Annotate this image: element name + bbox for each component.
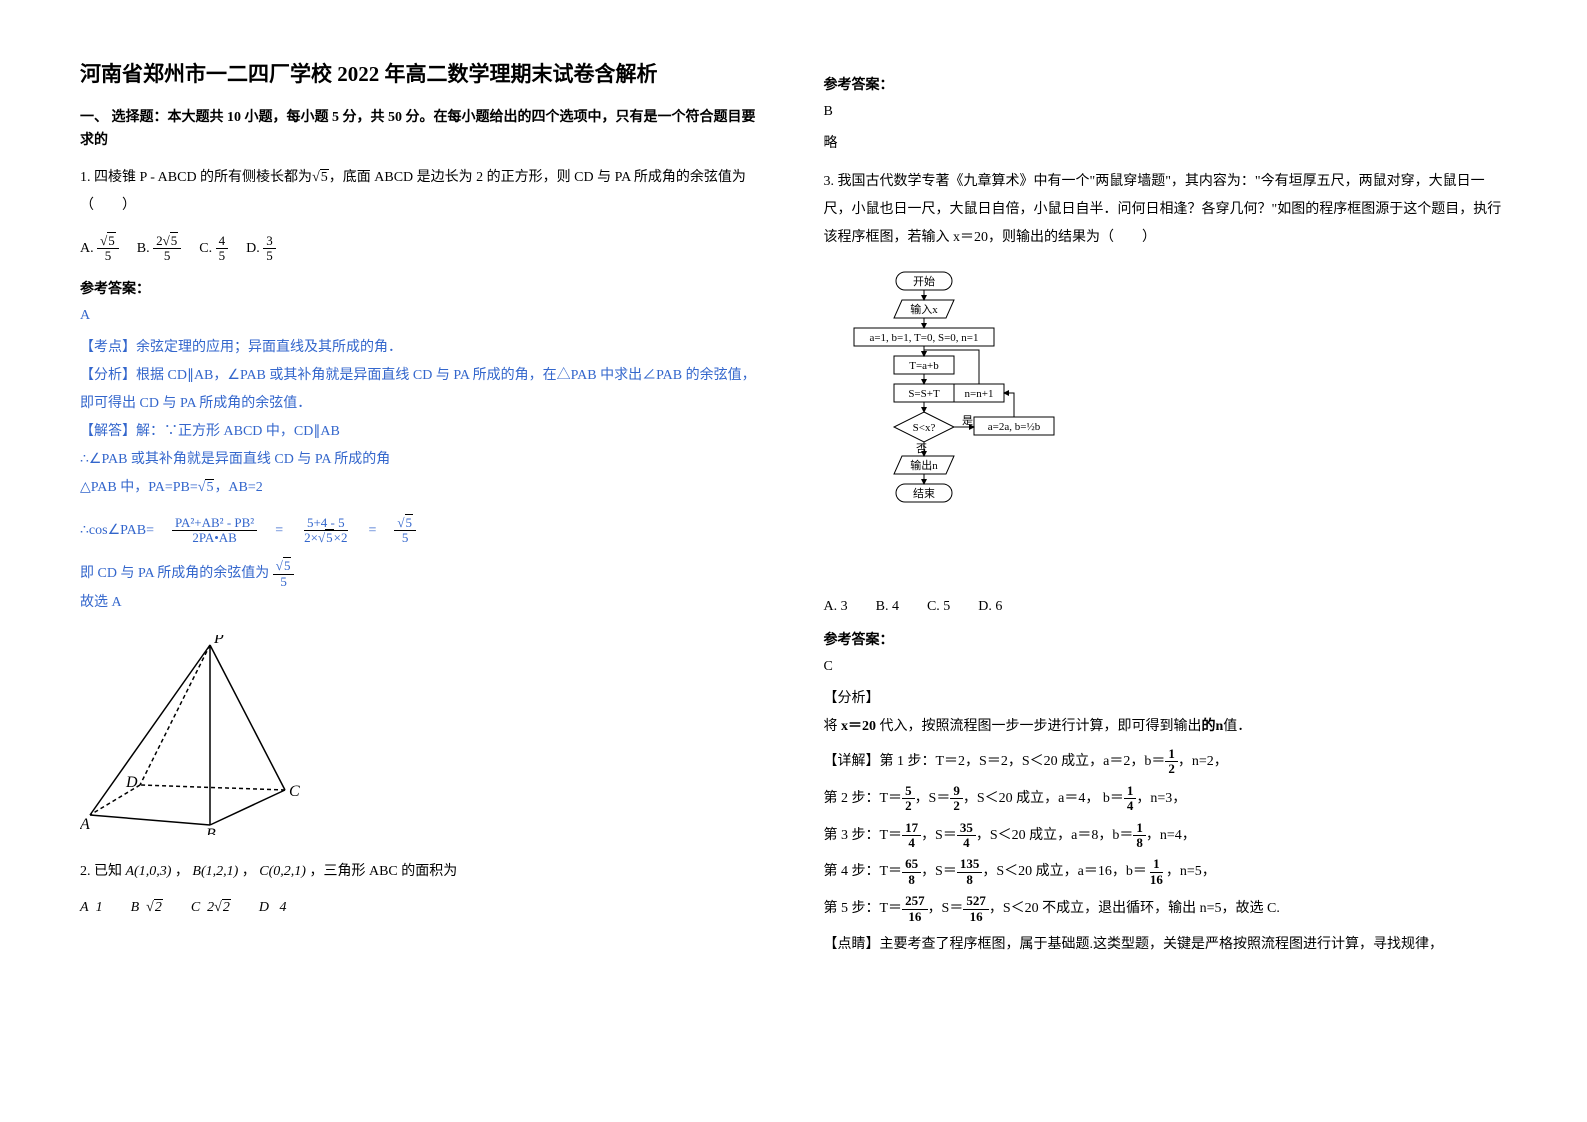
- q1-answer-label: 参考答案：: [80, 278, 764, 298]
- svg-text:输出n: 输出n: [910, 458, 938, 472]
- step-line: 第 2 步：T＝52，S＝92，S＜20 成立，a＝4， b＝14，n=3，: [824, 784, 1508, 815]
- guxuan: 故选 A: [80, 589, 764, 617]
- svg-text:n=n+1: n=n+1: [964, 388, 993, 400]
- svg-text:输入x: 输入x: [910, 302, 938, 316]
- page: 河南省郑州市一二四厂学校 2022 年高二数学理期末试卷含解析 一、 选择题：本…: [80, 60, 1507, 959]
- flowchart-figure: 开始输入x a=1, b=1, T=0, S=0, n=1 T=a+b S=S+T n=…: [824, 266, 1508, 581]
- svg-text:a=2a, b=½b: a=2a, b=½b: [987, 421, 1040, 433]
- q3-text: 3. 我国古代数学专著《九章算术》中有一个"两鼠穿墙题"，其内容为："今有垣厚五…: [824, 168, 1508, 252]
- flowchart-icon: 开始输入x a=1, b=1, T=0, S=0, n=1 T=a+b S=S+T n=…: [824, 266, 1084, 576]
- svg-text:A: A: [80, 816, 90, 833]
- svg-text:是: 是: [962, 414, 973, 427]
- step-line: 【详解】第 1 步：T＝2，S＝2，S＜20 成立，a＝2，b＝12，n=2，: [824, 747, 1508, 778]
- q2-text: 2. 已知 A(1,0,3) ， B(1,2,1) ， C(0,2,1) ，三角…: [80, 858, 764, 886]
- q1-text: 1. 四棱锥 P - ABCD 的所有侧棱长都为5，底面 ABCD 是边长为 2…: [80, 164, 764, 220]
- jieda-line3-post: ，AB=2: [214, 480, 262, 495]
- svg-text:T=a+b: T=a+b: [909, 360, 939, 372]
- q2-lue: 略: [824, 130, 1508, 158]
- opt-c: C. 4 5: [199, 234, 228, 264]
- svg-text:D: D: [125, 774, 138, 791]
- q2-answer-label: 参考答案：: [824, 74, 1508, 94]
- svg-text:C: C: [289, 783, 300, 800]
- steps-container: 【详解】第 1 步：T＝2，S＝2，S＜20 成立，a＝2，b＝12，n=2， 第…: [824, 747, 1508, 925]
- svg-text:S<x?: S<x?: [912, 422, 935, 434]
- q2-answer: B: [824, 104, 1508, 120]
- kaodian-text: 余弦定理的应用；异面直线及其所成的角．: [136, 340, 402, 355]
- svg-text:a=1, b=1, T=0, S=0, n=1: a=1, b=1, T=0, S=0, n=1: [869, 332, 978, 344]
- dianjing: 【点睛】主要考查了程序框图，属于基础题.这类型题，关键是严格按照流程图进行计算，…: [824, 931, 1508, 959]
- q3-analysis: 【分析】 将 x＝20 代入，按照流程图一步一步进行计算，即可得到输出的n值． …: [824, 685, 1508, 959]
- svg-text:S=S+T: S=S+T: [908, 388, 940, 400]
- q1-analysis: 【考点】余弦定理的应用；异面直线及其所成的角． 【分析】根据 CD∥AB，∠PA…: [80, 334, 764, 617]
- cos-formula: ∴cos∠PAB= PA²+AB² - PB² 2PA•AB = 5+4 - 5…: [80, 516, 764, 546]
- opt-a: A. 5 5: [80, 234, 119, 264]
- step-line: 第 3 步：T＝174，S＝354，S＜20 成立，a＝8，b＝18，n=4，: [824, 821, 1508, 852]
- q3-answer-label: 参考答案：: [824, 629, 1508, 649]
- opt-b: B. 25 5: [137, 234, 181, 264]
- pyramid-icon: P A B C D: [80, 635, 300, 835]
- q3-options: A. 3 B. 4 C. 5 D. 6: [824, 595, 1508, 615]
- q3-fenxi-label: 【分析】: [824, 685, 1508, 713]
- svg-text:结束: 结束: [913, 487, 935, 500]
- kaodian-label: 【考点】: [80, 340, 136, 355]
- svg-text:否: 否: [916, 443, 927, 455]
- step-line: 第 4 步：T＝658，S＝1358，S＜20 成立，a＝16，b＝116，n=…: [824, 857, 1508, 888]
- opt-d: D. 3 5: [246, 234, 276, 264]
- q3-fenxi-text: 将 x＝20 代入，按照流程图一步一步进行计算，即可得到输出的n值．: [824, 713, 1508, 741]
- q1-answer: A: [80, 308, 764, 324]
- jieda-label: 【解答】: [80, 424, 136, 439]
- jieda-line2: ∴∠PAB 或其补角就是异面直线 CD 与 PA 所成的角: [80, 446, 764, 474]
- pyramid-figure: P A B C D: [80, 635, 764, 840]
- q2-options: A 1 B 2 C 22 D 4: [80, 900, 764, 916]
- document-title: 河南省郑州市一二四厂学校 2022 年高二数学理期末试卷含解析: [80, 60, 764, 89]
- jieda-line1: 解：∵正方形 ABCD 中，CD∥AB: [136, 424, 340, 439]
- sqrt-icon: 5: [312, 164, 329, 192]
- jieda-line3-pre: △PAB 中，PA=PB=: [80, 480, 198, 495]
- step-line: 第 5 步：T＝25716，S＝52716，S＜20 不成立，退出循环，输出 n…: [824, 894, 1508, 925]
- q1-text-part1: 1. 四棱锥 P - ABCD 的所有侧棱长都为: [80, 170, 312, 185]
- sqrt-icon: 5: [198, 474, 215, 502]
- q3-answer: C: [824, 659, 1508, 675]
- right-column: 参考答案： B 略 3. 我国古代数学专著《九章算术》中有一个"两鼠穿墙题"，其…: [824, 60, 1508, 959]
- svg-text:B: B: [206, 826, 216, 835]
- svg-text:开始: 开始: [913, 274, 935, 288]
- fenxi-text: 根据 CD∥AB，∠PAB 或其补角就是异面直线 CD 与 PA 所成的角，在△…: [80, 368, 756, 411]
- fenxi-label: 【分析】: [80, 368, 136, 383]
- q1-options: A. 5 5 B. 25 5 C. 4 5: [80, 234, 764, 264]
- left-column: 河南省郑州市一二四厂学校 2022 年高二数学理期末试卷含解析 一、 选择题：本…: [80, 60, 764, 959]
- svg-text:P: P: [213, 635, 224, 647]
- section-heading: 一、 选择题：本大题共 10 小题，每小题 5 分，共 50 分。在每小题给出的…: [80, 107, 764, 152]
- conclusion: 即 CD 与 PA 所成角的余弦值为 5 5: [80, 559, 764, 589]
